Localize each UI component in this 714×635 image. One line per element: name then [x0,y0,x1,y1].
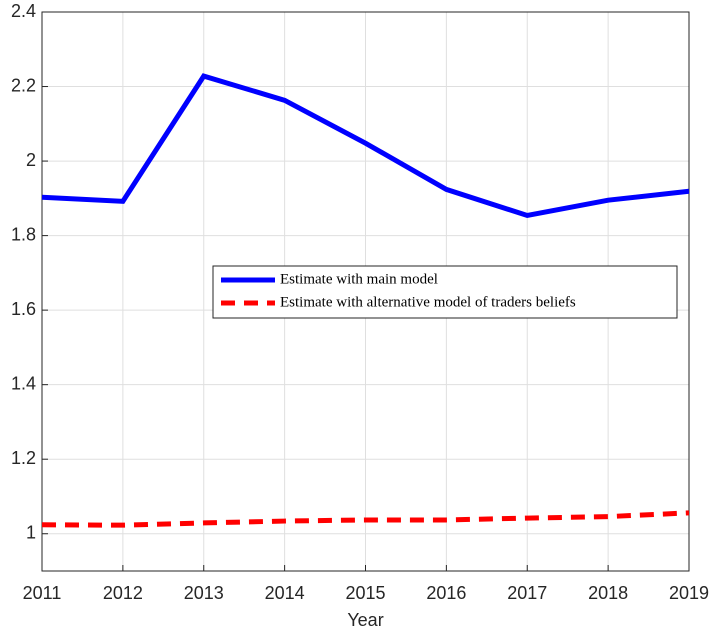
x-tick-label: 2012 [103,583,143,603]
x-tick-label: 2013 [184,583,224,603]
y-tick-label: 1.4 [11,373,36,393]
y-tick-label: 2.2 [11,75,36,95]
series-line [41,73,690,219]
y-tick-label: 2 [26,150,36,170]
legend: Estimate with main model Estimate with al… [212,265,678,319]
x-tick-label: 2017 [507,583,547,603]
x-tick-label: 2011 [23,583,62,603]
x-tick-label: 2018 [588,583,628,603]
plot-frame [41,11,690,572]
x-tick-label: 2016 [426,583,466,603]
x-tick-label: 2014 [265,583,305,603]
y-tick-label: 1.8 [11,224,36,244]
x-axis-label: Year [347,610,383,630]
y-tick-label: 1.6 [11,299,36,319]
y-tick-label: 1 [26,522,36,542]
legend-label: Estimate with alternative model of trade… [280,294,576,310]
y-tick-label: 1.2 [11,448,36,468]
legend-box [212,265,678,319]
y-tick-label: 2.4 [11,1,36,21]
x-tick-label: 2019 [669,583,709,603]
series-line [41,510,690,528]
legend-label: Estimate with main model [280,271,438,287]
x-tick-label: 2015 [345,583,385,603]
